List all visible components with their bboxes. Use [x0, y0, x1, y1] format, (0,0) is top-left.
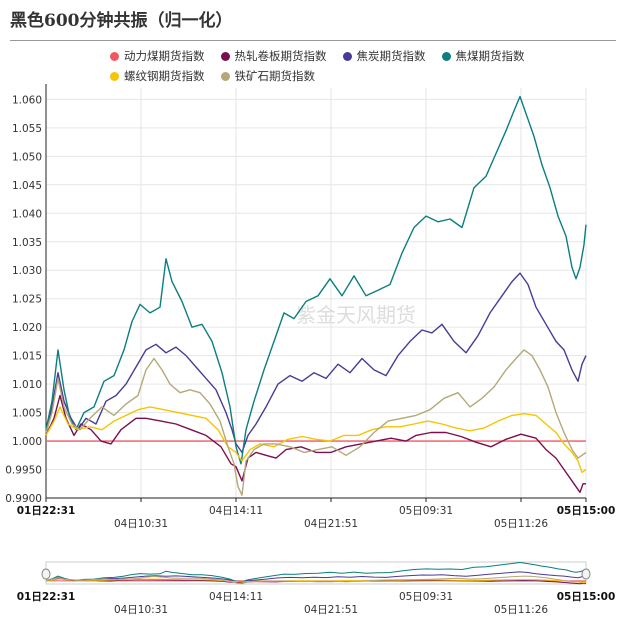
legend-dot-icon: [220, 71, 230, 81]
chart-title: 黑色600分钟共振（归一化）: [10, 11, 233, 31]
legend-item[interactable]: 铁矿石期货指数: [220, 68, 316, 84]
watermark: 紫金天风期货: [296, 303, 416, 327]
legend-item[interactable]: 焦炭期货指数: [342, 48, 426, 64]
x-tick-label: 01日22:31: [17, 505, 76, 517]
series-line-2: [45, 394, 586, 493]
series-line-3-mini: [45, 571, 587, 583]
navigator-tick-label: 04日21:51: [304, 604, 358, 616]
navigator-right-handle[interactable]: [581, 568, 591, 580]
legend-label: 热轧卷板期货指数: [234, 49, 327, 63]
y-tick-label: 1.055: [12, 123, 42, 135]
series-line-5-mini: [45, 578, 587, 584]
y-tick-label: 1.020: [12, 322, 42, 334]
legend-label: 铁矿石期货指数: [234, 69, 316, 83]
y-tick-label: 1.035: [12, 237, 42, 249]
legend: 动力煤期货指数 热轧卷板期货指数 焦炭期货指数 焦煤期货指数螺纹钢期货指数 铁矿石期货指…: [110, 46, 580, 86]
x-tick-label: 04日10:31: [114, 518, 168, 530]
x-tick-label: 05日11:26: [494, 518, 548, 530]
series-line-6: [45, 349, 587, 496]
x-tick-label: 05日15:00: [557, 505, 616, 517]
legend-label: 焦煤期货指数: [455, 49, 525, 63]
x-tick-label: 05日09:31: [399, 505, 453, 517]
legend-label: 焦炭期货指数: [356, 49, 426, 63]
y-tick-label: 1.010: [12, 379, 42, 391]
navigator-tick-label: 05日15:00: [557, 591, 616, 603]
y-tick-label: 0.9900: [5, 493, 42, 505]
legend-item[interactable]: 螺纹钢期货指数: [110, 68, 205, 84]
legend-label: 螺纹钢期货指数: [124, 69, 205, 83]
series-line-4-mini: [45, 562, 587, 583]
y-tick-label: 1.040: [12, 208, 42, 220]
navigator-tick-label: 04日10:31: [114, 604, 168, 616]
legend-dot-icon: [220, 51, 230, 61]
series-line-5: [45, 406, 587, 474]
x-tick-label: 04日21:51: [304, 518, 358, 530]
y-tick-label: 1.015: [12, 351, 42, 363]
legend-item[interactable]: 热轧卷板期货指数: [220, 48, 327, 64]
x-tick-label: 04日14:11: [209, 505, 263, 517]
navigator-left-handle[interactable]: [41, 568, 51, 580]
navigator-tick-label: 05日11:26: [494, 604, 548, 616]
navigator-tick-label: 04日14:11: [209, 591, 263, 603]
navigator-tick-label: 01日22:31: [17, 591, 76, 603]
legend-label: 动力煤期货指数: [124, 49, 205, 63]
y-tick-label: 1.030: [12, 265, 42, 277]
legend-item[interactable]: 动力煤期货指数: [110, 48, 205, 64]
series-line-4: [45, 95, 587, 465]
y-tick-label: 1.000: [12, 436, 42, 448]
y-tick-label: 1.025: [12, 294, 42, 306]
title-divider: [10, 40, 616, 41]
y-tick-label: 1.045: [12, 180, 42, 192]
series-line-3: [45, 272, 587, 454]
navigator-tick-label: 05日09:31: [399, 591, 453, 603]
legend-dot-icon: [342, 51, 352, 61]
legend-dot-icon: [110, 71, 119, 81]
y-tick-label: 0.9950: [5, 465, 42, 477]
y-tick-label: 1.060: [12, 94, 42, 106]
legend-dot-icon: [441, 51, 451, 61]
legend-dot-icon: [110, 51, 119, 61]
series-line-6-mini: [45, 575, 587, 585]
legend-item[interactable]: 焦煤期货指数: [441, 48, 525, 64]
y-tick-label: 1.050: [12, 151, 42, 163]
y-tick-label: 1.005: [12, 408, 42, 420]
